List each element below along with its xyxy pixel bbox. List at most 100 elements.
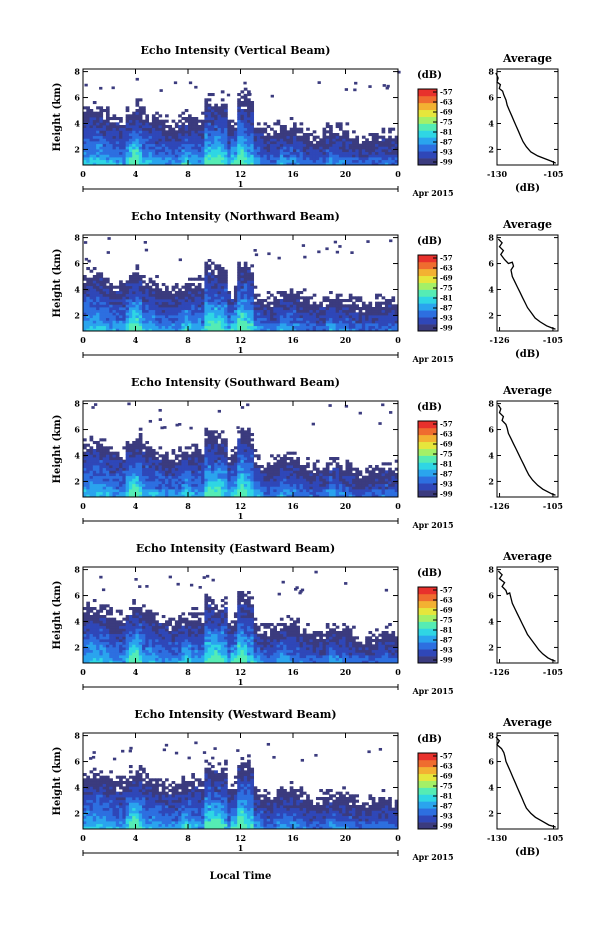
heatmap-cell	[207, 299, 212, 303]
heatmap-cell	[109, 288, 113, 292]
heatmap-cell	[371, 328, 376, 332]
heatmap-cell	[207, 125, 212, 129]
heatmap-cell	[178, 127, 182, 131]
y-axis-label: Height (km)	[52, 83, 63, 152]
heatmap-cell	[260, 154, 264, 158]
heatmap-cell	[142, 309, 146, 313]
heatmap-cell	[204, 451, 209, 455]
heatmap-cell	[122, 328, 127, 332]
heatmap-cell	[348, 481, 353, 485]
heatmap-cell	[151, 451, 156, 455]
heatmap-cell	[184, 130, 189, 134]
heatmap-cell	[348, 315, 353, 319]
heatmap-cell	[109, 475, 113, 479]
heatmap-cell	[217, 106, 222, 110]
heatmap-cell	[220, 162, 225, 166]
panel-2: Echo Intensity (Northward Beam)2468Heigh…	[52, 210, 563, 364]
heatmap-cell	[279, 299, 284, 303]
heatmap-cell	[260, 475, 264, 479]
heatmap-cell	[322, 127, 327, 131]
heatmap-cell	[227, 328, 232, 332]
heatmap-cell	[191, 119, 195, 123]
heatmap-cell	[227, 299, 232, 303]
heatmap-cell	[201, 296, 205, 300]
heatmap-cell	[368, 475, 373, 479]
heatmap-cell	[358, 325, 363, 329]
heatmap-cell	[227, 159, 232, 163]
heatmap-cell	[253, 475, 258, 479]
heatmap-cell	[220, 277, 225, 281]
heatmap-cell	[332, 141, 337, 145]
heatmap-cell	[181, 133, 186, 137]
heatmap-cell	[109, 291, 113, 295]
heatmap-cell	[92, 135, 97, 139]
heatmap-cell	[279, 149, 284, 153]
month-year-label: Apr 2015	[411, 520, 453, 530]
heatmap-cell	[142, 486, 146, 490]
heatmap-cell	[240, 406, 245, 409]
heatmap-cell	[138, 151, 143, 155]
heatmap-cell	[322, 483, 327, 487]
heatmap-cell	[384, 478, 389, 482]
heatmap-cell	[289, 491, 294, 495]
colorbar-label: -57	[440, 88, 453, 97]
heatmap-cell	[283, 312, 287, 316]
heatmap-cell	[283, 462, 287, 466]
heatmap-cell	[92, 483, 97, 487]
heatmap-cell	[253, 323, 258, 327]
heatmap-cell	[233, 483, 238, 487]
heatmap-cell	[184, 325, 189, 329]
heatmap-cell	[293, 122, 297, 126]
heatmap-cell	[135, 291, 140, 295]
heatmap-cell	[279, 159, 284, 163]
heatmap-cell	[158, 418, 162, 421]
heatmap-cell	[142, 138, 146, 142]
heatmap-cell	[247, 288, 251, 292]
heatmap-cell	[329, 489, 333, 493]
heatmap-cell	[119, 467, 123, 471]
heatmap-cell	[174, 141, 179, 145]
heatmap-cell	[368, 301, 373, 305]
heatmap-cell	[188, 157, 192, 161]
heatmap-cell	[148, 467, 153, 471]
heatmap-cell	[273, 304, 277, 308]
heatmap-cell	[276, 133, 281, 137]
heatmap-cell	[168, 462, 172, 466]
heatmap-cell	[99, 109, 104, 113]
heatmap-cell	[86, 130, 90, 134]
heatmap-cell	[260, 470, 264, 474]
heatmap-cell	[332, 138, 337, 142]
heatmap-cell	[89, 130, 94, 134]
heatmap-cell	[145, 301, 150, 305]
heatmap-cell	[138, 109, 143, 113]
heatmap-cell	[220, 478, 225, 482]
heatmap-cell	[217, 328, 222, 332]
heatmap-cell	[319, 325, 323, 329]
heatmap-cell	[125, 462, 130, 466]
heatmap-cell	[99, 451, 104, 455]
heatmap-cell	[138, 154, 143, 158]
heatmap-cell	[181, 135, 186, 139]
heatmap-cell	[171, 315, 176, 319]
heatmap-cell	[230, 449, 235, 453]
heatmap-cell	[125, 483, 130, 487]
heatmap-cell	[283, 301, 287, 305]
x-tick-label: 0	[395, 501, 401, 511]
heatmap-cell	[289, 462, 294, 466]
heatmap-cell	[135, 299, 140, 303]
heatmap-cell	[151, 457, 156, 461]
heatmap-cell	[105, 143, 110, 147]
heatmap-cell	[322, 307, 327, 311]
heatmap-cell	[345, 489, 350, 493]
heatmap-cell	[240, 478, 245, 482]
heatmap-cell	[332, 157, 337, 161]
heatmap-cell	[210, 486, 215, 490]
heatmap-cell	[224, 127, 228, 131]
heatmap-cell	[204, 427, 209, 431]
heatmap-cell	[237, 119, 241, 123]
heatmap-cell	[155, 462, 159, 466]
heatmap-cell	[178, 470, 182, 474]
heatmap-cell	[155, 494, 159, 498]
heatmap-cell	[115, 317, 120, 321]
heatmap-cell	[233, 457, 238, 461]
